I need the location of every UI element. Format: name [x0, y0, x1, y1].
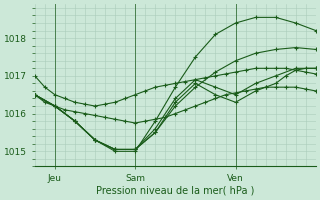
- X-axis label: Pression niveau de la mer( hPa ): Pression niveau de la mer( hPa ): [96, 186, 254, 196]
